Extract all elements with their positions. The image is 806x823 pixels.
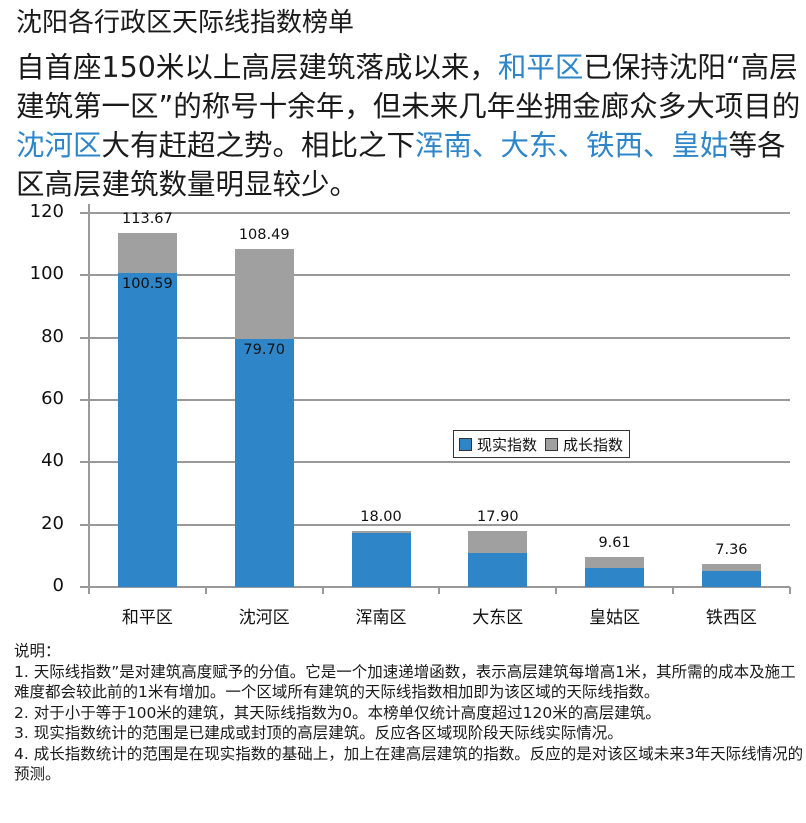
x-tick [321,587,324,594]
gridline [80,523,790,526]
y-tick-label: 120 [29,201,64,222]
y-tick-label: 80 [41,325,64,347]
bar-2 [234,248,294,587]
y-tick-label: 60 [41,388,64,409]
stacked-bar-chart: 现实指数 成长指数 0 20 40 60 80 100 120 113.67 100.59 和平区… [0,200,806,640]
bar-total-label: 108.49 [238,226,290,243]
bar-segment-real [468,553,528,587]
bar-segment-growth [117,232,177,274]
y-tick-label: 40 [41,450,64,472]
x-tick [672,587,674,594]
y-tick-label: 100 [29,263,64,285]
y-tick-label: 20 [41,512,64,534]
x-category-label: 大东区 [472,608,524,628]
x-axis [80,586,790,588]
lead-paragraph: 自首座150米以上高层建筑落成以来，和平区已保持沈阳“高层建筑第一区”的称号十余… [16,48,806,204]
lead-text: 大有赶超之势。相比之下 [101,129,416,162]
y-axis [88,204,90,588]
x-tick [438,587,441,594]
bar-total-label: 7.36 [715,542,748,559]
note-item: 1. 天际线指数”是对建筑高度赋予的分值。它是一个加速递增函数，表示高层建筑每增… [14,662,796,702]
bar-5 [585,557,645,587]
bar-total-label: 113.67 [122,210,173,227]
legend-label-real: 现实指数 [477,435,538,454]
chart-legend: 现实指数 成长指数 [453,430,631,458]
bar-real-label: 79.70 [243,341,285,358]
x-category-label: 浑南区 [355,608,407,628]
gridline [80,336,790,339]
lead-highlight-others: 浑南、大东、铁西、皇姑 [415,129,729,162]
bar-total-label: 18.00 [360,508,402,525]
x-category-label: 铁西区 [705,608,757,628]
x-tick [788,587,791,594]
x-category-label: 皇姑区 [589,608,641,628]
bar-segment-growth [234,248,294,339]
bar-real-label: 100.59 [122,276,173,293]
notes-heading: 说明： [14,642,61,660]
lead-text: 自首座150米以上高层建筑落成以来， [16,51,498,84]
bar-6 [701,564,761,587]
lead-text: 已保持沈阳“高层建筑第一区”的称号十余年，但未来几年坐拥金廊众多大项目的 [16,51,801,123]
notes-section: 说明： 1. 天际线指数”是对建筑高度赋予的分值。它是一个加速递增函数，表示高层… [14,641,804,785]
lead-highlight-heping: 和平区 [497,51,584,84]
bar-segment-real [234,338,294,587]
bar-segment-real [117,273,177,587]
bar-4 [468,531,528,587]
bar-3 [351,530,411,587]
bar-total-label: 17.90 [477,509,519,526]
y-tick-label: 0 [52,575,64,596]
legend-swatch-growth-icon [545,437,559,451]
bar-segment-growth [701,564,761,572]
note-item: 4. 成长指数统计的范围是在现实指数的基础上，加上在建高层建筑的指数。反应的是对… [14,744,804,784]
x-category-label: 和平区 [121,608,173,628]
bar-segment-real [701,571,761,587]
gridline [80,274,790,277]
x-tick [555,587,558,594]
legend-label-growth: 成长指数 [563,435,624,454]
x-category-label: 沈河区 [238,608,290,628]
legend-item-growth: 成长指数 [545,434,623,455]
page-title: 沈阳各行政区天际线指数榜单 [16,8,355,38]
x-tick [88,587,90,594]
gridline [80,399,790,401]
lead-text: 等各区高层建筑数量明显较少。 [16,129,786,201]
legend-swatch-real-icon [459,437,472,451]
gridline [80,461,790,464]
bar-segment-growth [585,557,645,568]
gridline [80,212,790,214]
bar-total-label: 9.61 [598,535,631,552]
bar-segment-growth [468,531,528,554]
note-item: 2. 对于小于等于100米的建筑，其天际线指数为0。本榜单仅统计高度超过120米… [14,703,661,722]
note-item: 3. 现实指数统计的范围是已建成或封顶的高层建筑。反应各区域现阶段天际线实际情况… [14,724,623,742]
bar-1 [117,232,177,587]
bar-segment-real [351,533,411,587]
bar-segment-growth [351,530,411,534]
legend-item-real: 现实指数 [459,434,537,455]
lead-highlight-shenhe: 沈河区 [16,129,102,162]
bar-segment-real [585,567,645,587]
x-tick [204,587,207,594]
